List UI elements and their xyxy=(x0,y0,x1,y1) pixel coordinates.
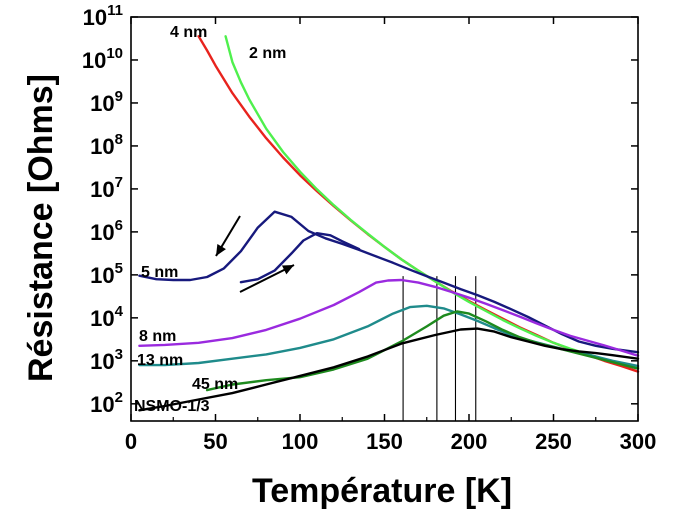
y-tick-label-3: 105 xyxy=(90,260,123,288)
label-8nm: 8 nm xyxy=(139,328,176,345)
y-tick-label-4: 106 xyxy=(90,217,123,245)
x-tick-label-0: 0 xyxy=(125,429,137,454)
y-tick-label-8: 1010 xyxy=(82,45,123,73)
axes-frame xyxy=(130,16,639,422)
y-tick-label-2: 104 xyxy=(90,303,123,331)
label-45nm: 45 nm xyxy=(192,376,238,393)
y-tick-label-6: 108 xyxy=(90,131,123,159)
series-line-6 xyxy=(205,310,640,392)
y-tick-label-0: 102 xyxy=(90,389,123,417)
x-axis-title: Température [K] xyxy=(252,472,512,510)
y-tick-label-9: 1011 xyxy=(83,2,123,30)
y-axis-title: Résistance [Ohms] xyxy=(22,74,60,382)
plot-area: 0 50 100 150 200 250 300 102 103 104 105 106 107 108 1… xyxy=(82,2,657,454)
series-line-1 xyxy=(224,35,640,369)
series-line-3 xyxy=(239,232,361,284)
label-13nm: 13 nm xyxy=(137,352,183,369)
x-tick-label-6: 300 xyxy=(620,429,657,454)
series-line-4 xyxy=(138,278,640,357)
label-2nm: 2 nm xyxy=(249,45,286,62)
series-line-0 xyxy=(197,35,640,373)
y-tick-label-1: 103 xyxy=(90,346,123,374)
label-nsmo: NSMO-1/3 xyxy=(134,398,210,415)
x-tick-label-4: 200 xyxy=(451,429,488,454)
series-labels: 4 nm 2 nm 5 nm 8 nm 13 nm 45 nm NSMO-1/3 xyxy=(134,24,286,415)
label-4nm: 4 nm xyxy=(170,24,207,41)
arrow-cooling-head xyxy=(216,243,226,256)
label-5nm: 5 nm xyxy=(141,264,178,281)
y-tick-label-7: 109 xyxy=(90,88,123,116)
y-tick-label-5: 107 xyxy=(90,174,123,202)
series-line-7 xyxy=(138,327,640,412)
series-line-2 xyxy=(138,210,640,354)
arrow-warming-head xyxy=(281,265,294,275)
x-tick-label-3: 150 xyxy=(366,429,403,454)
x-tick-label-1: 50 xyxy=(203,429,227,454)
x-tick-label-5: 250 xyxy=(535,429,572,454)
x-tick-label-2: 100 xyxy=(282,429,319,454)
